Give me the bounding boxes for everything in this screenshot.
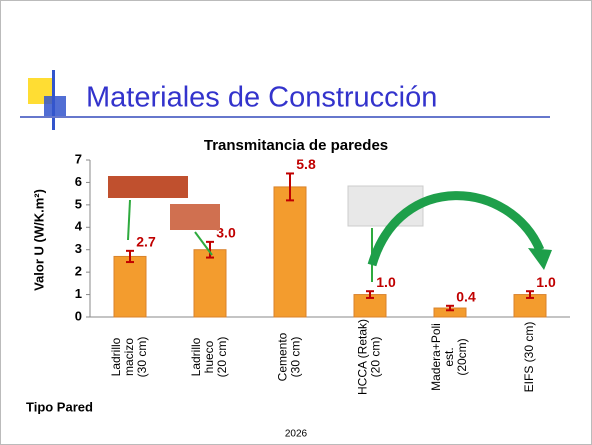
x-tick-label: (20 cm) [215, 337, 229, 378]
x-tick-label: macizo [122, 338, 136, 376]
y-tick-label: 3 [75, 241, 82, 256]
brick-image [170, 204, 220, 230]
value-label: 0.4 [456, 288, 476, 304]
slide-title: Materiales de Construcción [86, 82, 437, 114]
x-tick-label: Cemento [276, 332, 290, 381]
value-label: 5.8 [296, 156, 316, 172]
bar [274, 187, 306, 317]
slide: Materiales de Construcción Transmitancia… [0, 0, 592, 445]
y-tick-label: 4 [75, 219, 83, 234]
x-tick-label: (20cm) [455, 338, 469, 375]
x-tick-label: HCCA (Retak) [356, 319, 370, 395]
chart-title: Transmitancia de paredes [204, 137, 388, 154]
x-tick-label: Ladrillo [189, 337, 203, 376]
title-rule [20, 116, 550, 118]
y-tick-label: 6 [75, 174, 82, 189]
bar [114, 256, 146, 317]
x-tick-label: Madera+Poli [429, 323, 443, 391]
brick-image [108, 176, 188, 198]
value-label: 1.0 [536, 274, 556, 290]
footer: 2026 [285, 429, 308, 440]
decor-bar [52, 70, 55, 130]
y-tick-label: 7 [75, 151, 82, 166]
x-tick-label: (30 cm) [289, 337, 303, 378]
y-axis-label: Valor U (W/K.m²) [31, 189, 46, 291]
bar [194, 250, 226, 317]
x-tick-label: (30 cm) [135, 337, 149, 378]
y-tick-label: 1 [75, 286, 82, 301]
x-tick-label: (20 cm) [369, 337, 383, 378]
y-tick-label: 2 [75, 264, 82, 279]
x-tick-label: hueco [202, 340, 216, 373]
y-tick-label: 5 [75, 196, 82, 211]
x-tick-label: Ladrillo [109, 337, 123, 376]
value-label: 1.0 [376, 274, 396, 290]
x-tick-label: est. [442, 347, 456, 366]
x-tick-label: EIFS (30 cm) [522, 322, 536, 393]
value-label: 2.7 [136, 234, 156, 250]
x-axis-label: Tipo Pared [26, 399, 93, 414]
y-tick-label: 0 [75, 308, 82, 323]
